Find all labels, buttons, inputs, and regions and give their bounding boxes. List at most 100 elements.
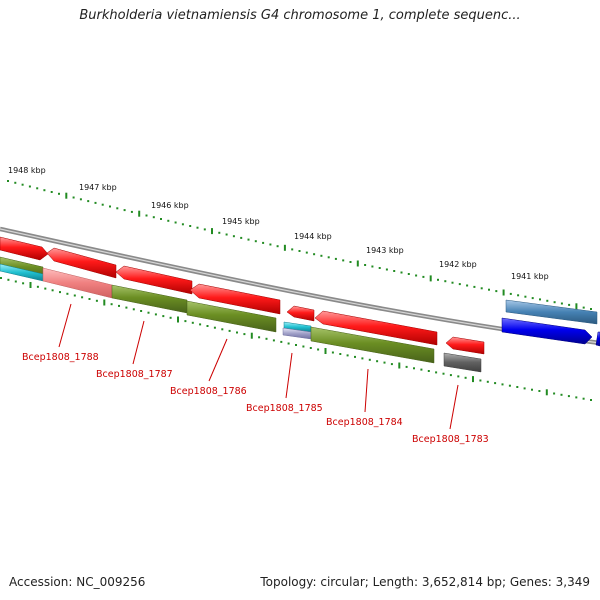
- minor-tick: [140, 310, 143, 312]
- minor-tick: [116, 207, 119, 210]
- minor-tick: [494, 382, 497, 385]
- minor-tick: [437, 278, 439, 281]
- minor-tick: [43, 189, 46, 192]
- minor-tick: [361, 357, 364, 360]
- gene-feature[interactable]: [186, 300, 277, 333]
- minor-tick: [413, 367, 415, 370]
- major-tick: [429, 275, 432, 282]
- minor-tick: [7, 180, 9, 182]
- scale-label: 1948 kbp: [8, 166, 46, 175]
- major-tick: [324, 348, 327, 354]
- gene-feature[interactable]: [443, 352, 482, 373]
- minor-tick: [206, 325, 209, 327]
- gene-track-1: [0, 236, 600, 355]
- gene-feature[interactable]: [0, 236, 49, 261]
- minor-tick: [7, 278, 10, 281]
- gene-feature[interactable]: [46, 247, 117, 279]
- minor-tick: [247, 238, 250, 241]
- minor-tick: [22, 282, 25, 285]
- gene-feature[interactable]: [445, 336, 485, 355]
- minor-tick: [368, 358, 371, 361]
- gene-label[interactable]: Bcep1808_1784: [326, 417, 403, 428]
- minor-tick: [342, 259, 345, 262]
- scale-label: 1944 kbp: [294, 232, 332, 241]
- major-tick: [575, 303, 578, 310]
- gene-feature[interactable]: [115, 265, 193, 295]
- minor-tick: [276, 245, 279, 248]
- minor-tick: [50, 191, 53, 193]
- minor-tick: [236, 331, 238, 334]
- minor-tick: [590, 399, 592, 401]
- gene-label[interactable]: Bcep1808_1788: [22, 352, 99, 363]
- minor-tick: [582, 397, 585, 400]
- minor-tick: [339, 353, 342, 355]
- minor-tick: [94, 201, 97, 204]
- major-tick: [545, 389, 548, 396]
- gene-label[interactable]: Bcep1808_1783: [412, 434, 489, 445]
- minor-tick: [145, 214, 148, 217]
- minor-tick: [36, 187, 39, 190]
- minor-tick: [553, 392, 556, 395]
- minor-tick: [147, 311, 150, 314]
- minor-tick: [407, 273, 410, 275]
- minor-tick: [167, 219, 170, 222]
- major-tick: [29, 282, 32, 288]
- minor-tick: [560, 302, 563, 305]
- gene-track-2: [0, 256, 482, 373]
- minor-tick: [0, 277, 2, 279]
- gene-feature[interactable]: [505, 299, 598, 325]
- minor-tick: [415, 274, 418, 277]
- minor-tick: [298, 250, 301, 252]
- gene-label[interactable]: Bcep1808_1787: [96, 369, 173, 380]
- gene-feature[interactable]: [286, 305, 315, 322]
- minor-tick: [553, 301, 556, 304]
- gene-feature[interactable]: [310, 326, 435, 364]
- minor-tick: [125, 306, 128, 309]
- minor-tick: [66, 292, 69, 295]
- minor-tick: [265, 337, 268, 340]
- major-tick: [283, 244, 286, 251]
- minor-tick: [378, 267, 381, 269]
- minor-tick: [213, 326, 216, 329]
- minor-tick: [232, 235, 235, 238]
- minor-tick: [349, 261, 352, 263]
- gene-label[interactable]: Bcep1808_1786: [170, 386, 247, 397]
- minor-tick: [501, 383, 504, 386]
- minor-tick: [495, 290, 498, 293]
- gene-label[interactable]: Bcep1808_1785: [246, 403, 323, 414]
- minor-tick: [132, 308, 135, 311]
- gene-feature[interactable]: [595, 331, 600, 347]
- minor-tick: [243, 333, 246, 336]
- minor-tick: [488, 288, 490, 291]
- minor-tick: [272, 339, 275, 342]
- minor-tick: [221, 328, 224, 331]
- major-tick: [211, 228, 213, 235]
- minor-tick: [72, 196, 75, 199]
- minor-tick: [118, 304, 120, 307]
- major-tick: [502, 289, 505, 296]
- gene-feature[interactable]: [314, 310, 438, 346]
- minor-tick: [567, 395, 570, 398]
- minor-tick: [331, 351, 334, 354]
- minor-tick: [130, 210, 133, 213]
- minor-tick: [523, 387, 526, 390]
- minor-tick: [422, 275, 425, 278]
- minor-tick: [51, 289, 54, 292]
- minor-tick: [44, 287, 47, 290]
- minor-tick: [457, 375, 460, 378]
- minor-tick: [87, 200, 90, 203]
- minor-tick: [405, 365, 408, 368]
- minor-tick: [390, 363, 393, 366]
- minor-tick: [486, 380, 489, 383]
- minor-tick: [58, 192, 60, 195]
- minor-tick: [160, 218, 162, 220]
- minor-tick: [59, 291, 61, 294]
- scale-label: 1945 kbp: [222, 217, 260, 226]
- scale-labels: 1948 kbp 1947 kbp 1946 kbp 1945 kbp 1944…: [8, 166, 549, 281]
- minor-tick: [123, 209, 126, 212]
- gene-feature[interactable]: [501, 317, 593, 345]
- minor-tick: [371, 265, 374, 268]
- gene-feature[interactable]: [189, 283, 281, 315]
- minor-tick: [81, 296, 84, 299]
